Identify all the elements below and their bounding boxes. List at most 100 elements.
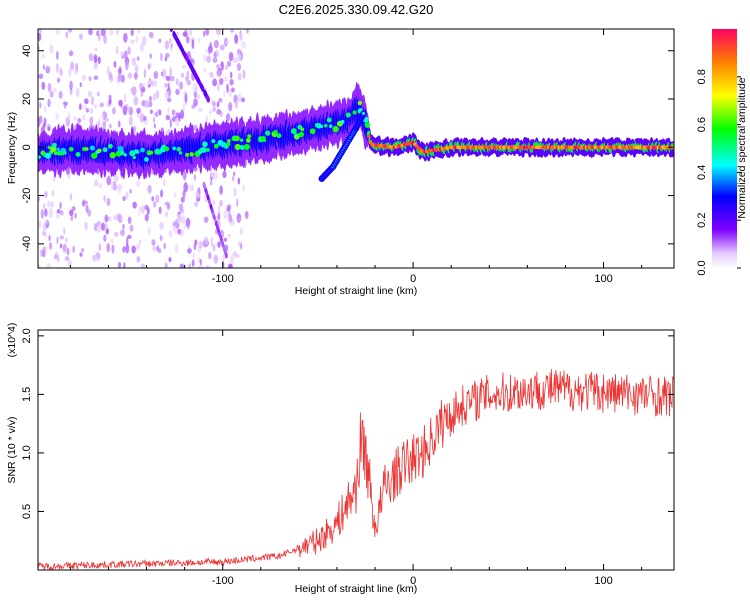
heatmap-speckle xyxy=(74,212,77,219)
heatmap-speckle xyxy=(79,82,82,88)
heatmap-speckle xyxy=(229,78,234,86)
heatmap-ridge-peak xyxy=(262,138,267,143)
heatmap-speckle xyxy=(64,256,70,261)
heatmap-speckle xyxy=(224,64,228,70)
heatmap-speckle xyxy=(124,50,128,60)
heatmap-speckle xyxy=(70,61,75,71)
heatmap-speckle xyxy=(235,253,240,258)
heatmap-ridge-peak xyxy=(47,145,51,150)
heatmap-ridge-peak xyxy=(265,130,271,136)
heatmap-ridge-peak xyxy=(53,151,58,156)
heatmap-ridge-peak xyxy=(91,152,98,159)
heatmap-speckle xyxy=(75,87,80,98)
heatmap-speckle xyxy=(143,68,147,79)
heatmap-speckle xyxy=(56,236,59,245)
heatmap-speckle xyxy=(47,126,51,132)
heatmap-speckle xyxy=(218,200,224,207)
heatmap-speckle xyxy=(96,225,102,233)
heatmap-speckle xyxy=(216,109,222,115)
heatmap-speckle xyxy=(82,74,86,81)
heatmap-speckle xyxy=(89,108,94,114)
heatmap-speckle xyxy=(96,221,101,226)
heatmap-speckle xyxy=(112,106,116,115)
heatmap-streak xyxy=(193,70,197,77)
heatmap-ridge-peak xyxy=(55,147,60,152)
heatmap-speckle xyxy=(225,38,229,46)
heatmap-speckle xyxy=(44,191,48,199)
heatmap-speckle xyxy=(164,262,168,268)
heatmap-speckle xyxy=(136,56,140,61)
heatmap-speckle xyxy=(180,196,185,203)
heatmap-speckle xyxy=(49,91,54,98)
heatmap-speckle xyxy=(153,201,157,208)
heatmap-speckle xyxy=(128,106,134,116)
spectrogram-y-axis-title: Frequency (Hz) xyxy=(6,112,18,184)
heatmap-speckle xyxy=(131,86,137,96)
heatmap-streak xyxy=(205,190,208,196)
heatmap-speckle xyxy=(139,43,144,53)
heatmap-ridge-peak xyxy=(200,147,207,153)
heatmap-speckle xyxy=(139,113,145,123)
heatmap-speckle xyxy=(164,201,170,206)
heatmap-speckle xyxy=(241,97,246,103)
heatmap-streak xyxy=(220,236,223,242)
heatmap-speckle xyxy=(216,101,220,108)
heatmap-speckle xyxy=(175,88,180,96)
heatmap-speckle xyxy=(55,63,60,73)
heatmap-speckle xyxy=(53,87,57,93)
heatmap-ridge-peak xyxy=(298,131,304,138)
heatmap-speckle xyxy=(49,241,53,250)
heatmap-speckle xyxy=(65,31,69,39)
heatmap-speckle xyxy=(84,98,89,105)
heatmap-ridge-peak xyxy=(319,124,324,129)
heatmap-speckle xyxy=(182,31,188,37)
heatmap-streak xyxy=(188,61,192,68)
heatmap-speckle xyxy=(210,172,214,178)
heatmap-speckle xyxy=(123,32,128,43)
heatmap-speckle xyxy=(193,174,197,181)
heatmap-speckle xyxy=(219,77,224,86)
heatmap-speckle xyxy=(108,98,112,105)
heatmap-speckle xyxy=(119,99,123,106)
heatmap-ridge-peak xyxy=(328,124,333,128)
heatmap-speckle xyxy=(164,40,170,50)
heatmap-speckle xyxy=(164,83,169,88)
snr-x-tick-label: -100 xyxy=(212,575,234,587)
heatmap-speckle xyxy=(205,29,210,36)
heatmap-speckle xyxy=(77,118,82,124)
heatmap-speckle xyxy=(169,118,172,128)
heatmap-speckle xyxy=(124,60,129,71)
heatmap-speckle xyxy=(69,192,72,202)
heatmap-speckle xyxy=(181,72,184,78)
spectrogram-x-tick-label: 100 xyxy=(594,273,612,285)
heatmap-speckle xyxy=(54,254,58,260)
heatmap-speckle xyxy=(239,32,243,42)
heatmap-speckle xyxy=(85,108,90,113)
heatmap-speckle xyxy=(221,254,226,261)
spectrogram-frame xyxy=(37,28,675,269)
heatmap-speckle xyxy=(149,53,152,59)
heatmap-speckle xyxy=(175,78,179,86)
heatmap-ridge-peak xyxy=(309,128,316,135)
heatmap-speckle xyxy=(154,112,159,117)
heatmap-speckle xyxy=(82,104,88,110)
heatmap-speckle xyxy=(228,263,233,268)
heatmap-speckle xyxy=(203,53,206,63)
heatmap-speckle xyxy=(106,242,111,253)
heatmap-speckle xyxy=(165,52,170,58)
heatmap-speckle xyxy=(137,211,140,216)
heatmap-speckle xyxy=(233,187,237,197)
heatmap-speckle xyxy=(148,96,153,102)
heatmap-speckle xyxy=(109,29,114,37)
heatmap-speckle xyxy=(97,56,101,64)
heatmap-speckle xyxy=(197,247,201,253)
heatmap-speckle xyxy=(63,227,66,235)
heatmap-speckle xyxy=(106,176,112,186)
heatmap-speckle xyxy=(104,222,108,230)
heatmap-ridge-peak xyxy=(211,139,216,144)
heatmap-streak xyxy=(217,228,220,234)
heatmap-speckle xyxy=(230,71,233,79)
colorbar-label: Normalized spectral amplitude xyxy=(736,77,748,218)
heatmap-speckle xyxy=(69,80,73,91)
spectrogram-axes: -100 0 100 40 20 0 -20 -40 xyxy=(21,29,674,285)
